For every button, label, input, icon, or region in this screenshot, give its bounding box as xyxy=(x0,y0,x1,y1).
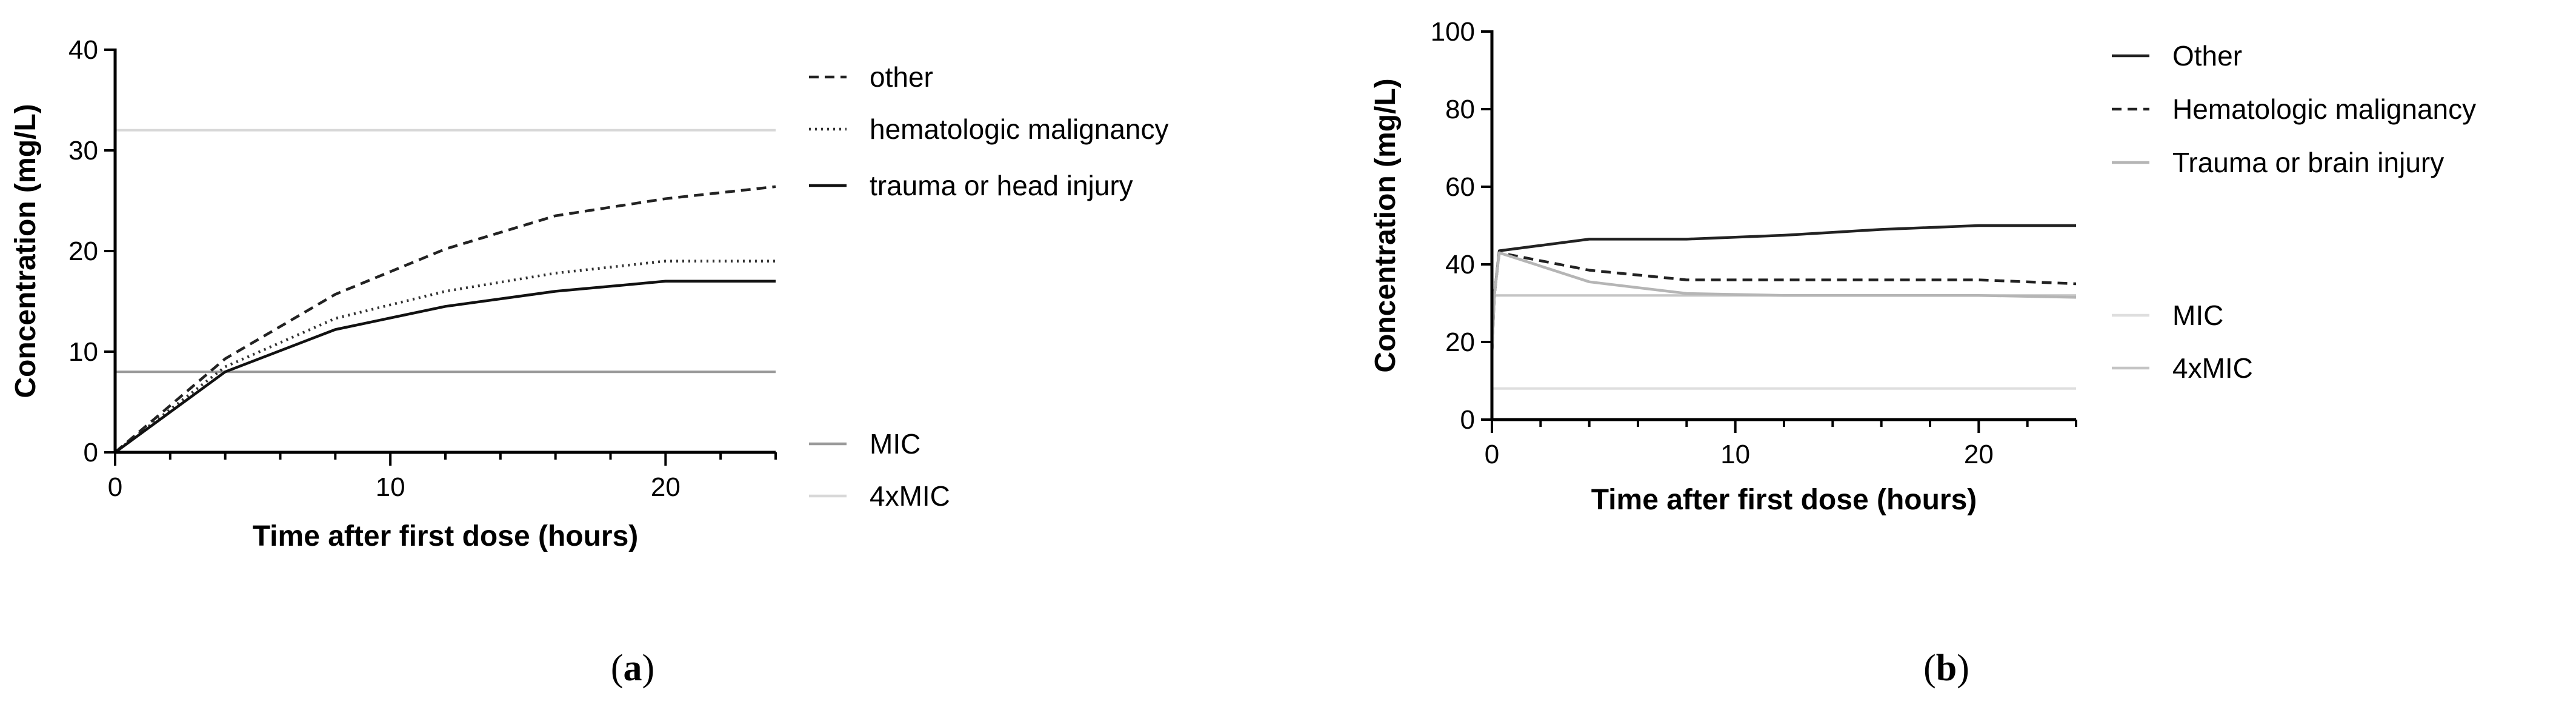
x-axis-title: Time after first dose (hours) xyxy=(1591,484,1977,516)
y-axis-title: Concentration (mg/L) xyxy=(1370,78,1402,372)
y-tick-label: 20 xyxy=(68,236,98,266)
series-line-2 xyxy=(1490,251,2077,354)
x-tick-label: 0 xyxy=(108,472,122,502)
x-tick-label: 0 xyxy=(1485,440,1499,469)
legend-label: trauma or head injury xyxy=(870,170,1133,201)
y-tick-label: 100 xyxy=(1431,17,1475,47)
legend-label: other xyxy=(870,61,933,93)
series-line-2 xyxy=(114,260,776,454)
y-axis-title: Concentration (mg/L) xyxy=(10,104,42,398)
y-tick-label: 0 xyxy=(84,438,98,467)
caption-a: (a) xyxy=(611,648,654,689)
x-tick-label: 10 xyxy=(1720,440,1750,469)
y-tick-label: 0 xyxy=(1460,405,1475,435)
legend-label: MIC xyxy=(870,428,920,460)
y-tick-label: 20 xyxy=(1445,327,1475,357)
y-tick-label: 40 xyxy=(68,35,98,65)
x-tick-label: 10 xyxy=(376,472,405,502)
legend-label: Trauma or brain injury xyxy=(2172,147,2444,178)
series-line-1 xyxy=(114,185,776,454)
legend-label: hematologic malignancy xyxy=(870,113,1169,145)
legend-label: 4xMIC xyxy=(870,480,950,512)
legend-label: 4xMIC xyxy=(2172,352,2253,384)
legend-label: Hematologic malignancy xyxy=(2172,93,2476,125)
x-tick-label: 20 xyxy=(1964,440,1994,469)
y-tick-label: 80 xyxy=(1445,95,1475,124)
y-tick-label: 40 xyxy=(1445,250,1475,280)
caption-b: (b) xyxy=(1923,648,1969,689)
y-tick-label: 60 xyxy=(1445,172,1475,202)
x-axis-title: Time after first dose (hours) xyxy=(253,520,639,552)
x-tick-label: 20 xyxy=(651,472,681,502)
series-line-3 xyxy=(1490,251,2077,354)
panel-a: 0 10 20 30 40 0 10 20 Time after first dose (hou… xyxy=(10,35,1169,552)
legend-label: MIC xyxy=(2172,300,2223,331)
panel-b: 0 20 40 60 80 100 0 10 20 Time after first dose (… xyxy=(1370,17,2476,516)
series-line-1 xyxy=(1490,224,2076,354)
y-tick-label: 30 xyxy=(68,136,98,166)
series-line-3 xyxy=(114,280,776,454)
legend-label: Other xyxy=(2172,40,2242,72)
y-tick-label: 10 xyxy=(68,337,98,367)
